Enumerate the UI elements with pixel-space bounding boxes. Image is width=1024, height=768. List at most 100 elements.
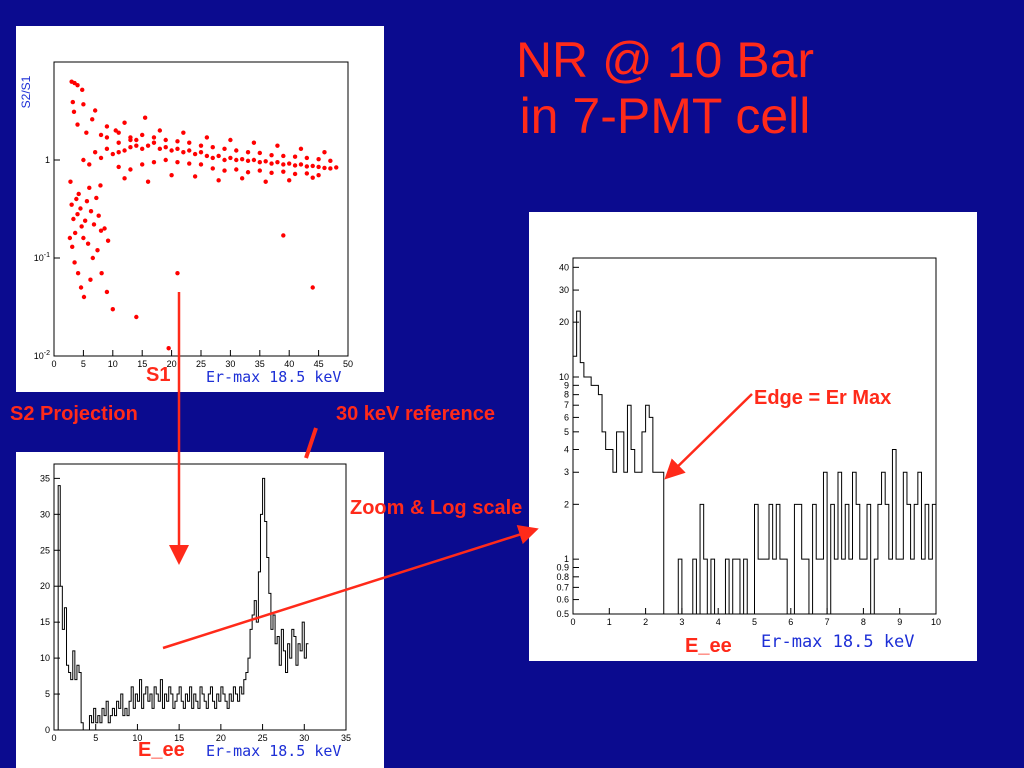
data-point (216, 153, 221, 159)
data-point (263, 179, 268, 184)
y-tick-label: 4 (564, 444, 569, 454)
data-point (251, 157, 257, 163)
data-point (216, 178, 221, 183)
x-tick-label: 7 (825, 617, 830, 627)
data-point (269, 161, 274, 166)
x-tick-label: 2 (643, 617, 648, 627)
data-point (151, 159, 157, 165)
data-point (87, 185, 92, 191)
data-point (192, 151, 198, 157)
x-tick-label: 15 (174, 733, 184, 743)
data-point (187, 148, 192, 153)
data-point (87, 162, 92, 167)
data-point (263, 159, 268, 164)
y-tick-label: 5 (45, 689, 50, 699)
data-point (228, 155, 233, 161)
y-tick-label: 9 (564, 380, 569, 390)
eee-left-label: E_ee (138, 739, 185, 761)
y-tick-label: 40 (559, 262, 569, 272)
data-point (257, 168, 262, 173)
histogram-line (572, 310, 936, 615)
y-tick-label: 1 (564, 554, 569, 564)
data-point (239, 176, 245, 181)
data-point (316, 156, 321, 162)
data-point (292, 154, 298, 159)
data-point (298, 162, 304, 167)
data-point (234, 157, 239, 163)
data-point (281, 153, 286, 159)
data-point (151, 135, 157, 140)
data-point (257, 150, 262, 156)
data-point (175, 270, 180, 276)
x-tick-label: 1 (607, 617, 612, 627)
y-tick-label: 0 (45, 725, 50, 735)
data-point (122, 176, 127, 181)
data-point (88, 209, 94, 214)
y-tick-label: 15 (40, 617, 50, 627)
data-point (181, 130, 186, 135)
x-tick-label: 25 (196, 359, 206, 369)
data-point (116, 140, 121, 145)
s2-projection-chart: 0 5 10 15 20 25 30 35 0 5 10 15 20 25 30 35 (40, 463, 351, 743)
data-point (70, 99, 76, 105)
data-point (74, 196, 79, 202)
data-point (210, 145, 215, 150)
data-point (145, 179, 151, 184)
data-point (67, 235, 73, 241)
y-tick-label: 25 (40, 545, 50, 555)
data-point (122, 148, 127, 153)
data-point (222, 157, 227, 163)
data-point (95, 248, 100, 253)
y-tick-label: 20 (40, 581, 50, 591)
data-point (75, 211, 80, 217)
data-point (70, 244, 75, 250)
data-point (75, 122, 80, 127)
x-tick-label: 20 (216, 733, 226, 743)
data-point (98, 183, 103, 188)
x-tick-label: 0 (570, 617, 575, 627)
s1-label: S1 (146, 364, 171, 386)
data-point (72, 260, 77, 265)
data-point (269, 152, 274, 158)
data-point (71, 216, 76, 222)
plot-frame (53, 61, 349, 357)
data-point (245, 170, 251, 175)
data-point (68, 179, 73, 184)
data-point (104, 289, 110, 295)
data-point (92, 150, 98, 155)
slide-title: NR @ 10 Bar in 7-PMT cell (440, 32, 890, 144)
data-point (69, 202, 74, 207)
title-line-2: in 7-PMT cell (519, 88, 811, 144)
data-point (134, 143, 139, 148)
y-tick-label: 10 (40, 653, 50, 663)
data-point (292, 163, 298, 168)
data-point (98, 155, 104, 161)
data-point (169, 148, 174, 153)
data-point (76, 191, 81, 197)
data-point (251, 140, 257, 145)
data-point (245, 150, 251, 155)
data-point (239, 156, 245, 162)
data-point (187, 140, 192, 145)
y-tick-label: 35 (40, 473, 50, 483)
y-tick-label: 3 (564, 467, 569, 477)
data-point (304, 155, 310, 161)
edge-label: Edge = Er Max (754, 387, 892, 409)
x-tick-label: 10 (132, 733, 142, 743)
data-point (163, 157, 168, 163)
data-point (98, 132, 104, 138)
data-point (128, 145, 133, 150)
x-tick-label: 35 (341, 733, 351, 743)
y-tick-label: 0.5 (556, 609, 569, 619)
data-point (88, 277, 93, 282)
y-tick-label: 0.9 (556, 562, 569, 572)
x-tick-label: 4 (716, 617, 721, 627)
data-point (287, 161, 292, 166)
data-point (222, 168, 227, 173)
data-point (198, 150, 204, 155)
data-point (94, 195, 99, 201)
data-point (234, 167, 239, 172)
data-point (334, 165, 339, 170)
data-point (79, 224, 84, 229)
data-point (84, 198, 90, 204)
